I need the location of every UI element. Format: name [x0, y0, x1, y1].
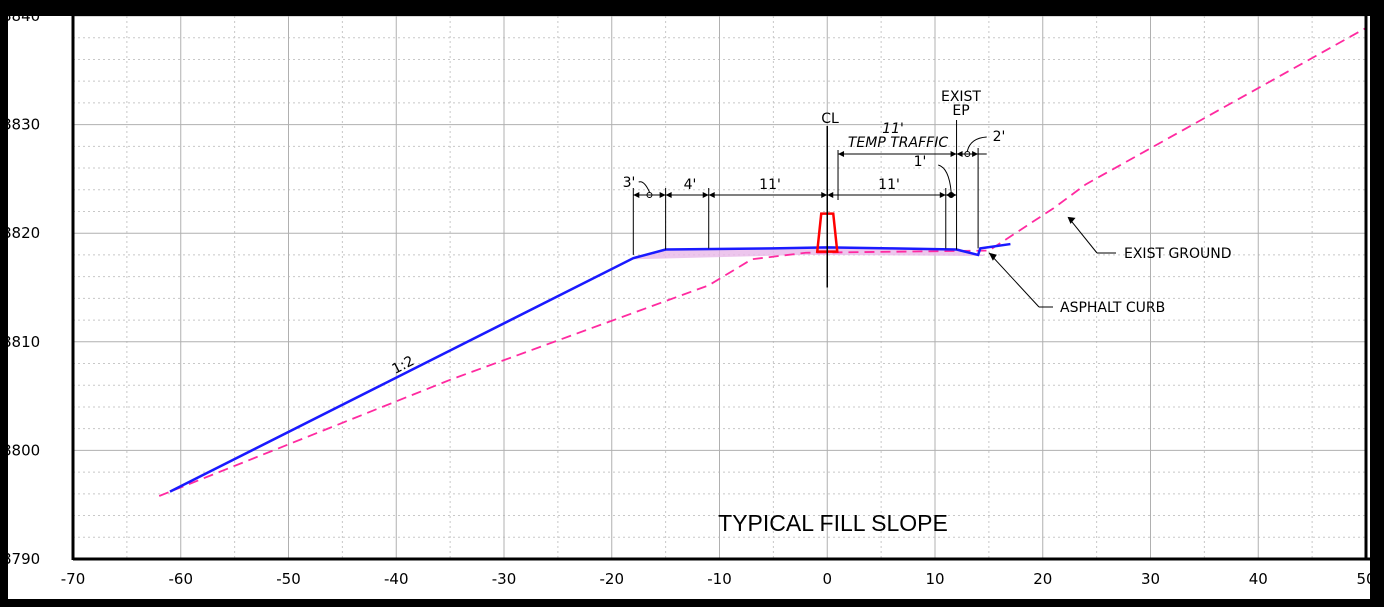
x-tick-label: 10	[925, 570, 944, 588]
dimension-arrowhead	[665, 192, 672, 198]
x-tick-label: 40	[1249, 570, 1268, 588]
dimension-arrowhead	[827, 192, 834, 198]
x-tick-label: -30	[492, 570, 517, 588]
exist-ground-label: EXIST GROUND	[1124, 246, 1232, 262]
leader-lines	[638, 136, 1116, 308]
drawing-background	[4, 0, 1370, 599]
y-tick-label: 8830	[2, 116, 40, 134]
dim-label-3ft: 3'	[623, 175, 636, 191]
dimension-arrowhead	[708, 192, 715, 198]
dim-label-4ft: 4'	[684, 177, 697, 193]
y-tick-label: 8790	[2, 550, 40, 568]
asphalt-curb-label: ASPHALT CURB	[1060, 300, 1165, 316]
x-tick-label: -40	[384, 570, 409, 588]
x-tick-label: 50	[1356, 570, 1375, 588]
centerline-label: CL	[821, 111, 839, 127]
leader-line-3ft	[638, 181, 650, 193]
frame-right	[1371, 0, 1384, 607]
dimension-arrowhead	[972, 151, 979, 157]
dimension-lines	[632, 120, 987, 288]
asphalt-curb-arrowhead	[988, 252, 997, 261]
dimension-arrowhead	[956, 151, 963, 157]
proposed-section-line	[169, 242, 1011, 493]
dimension-arrowhead	[633, 192, 640, 198]
x-axis-ticks: -70 -60 -50 -40 -30 -20 -10 0 10 20 30 40 50	[61, 570, 1376, 588]
dimension-arrowhead	[821, 192, 828, 198]
x-tick-label: -10	[707, 570, 732, 588]
x-tick-label: -70	[61, 570, 86, 588]
dim-label-1ft: 1'	[914, 154, 927, 170]
exist-ground-line	[158, 27, 1367, 497]
x-tick-label: 0	[822, 570, 832, 588]
dimension-arrowhead	[950, 151, 957, 157]
leader-marker	[646, 192, 653, 198]
x-tick-label: -50	[276, 570, 301, 588]
y-tick-label: 8800	[2, 441, 40, 459]
proposed-section-profile	[169, 242, 1011, 493]
leader-line-1ft	[938, 164, 952, 193]
dimension-arrowhead	[659, 192, 666, 198]
dim-label-11ft-left: 11'	[759, 177, 781, 193]
y-axis-ticks: 879088008810882088308840	[2, 7, 40, 568]
x-tick-label: 30	[1141, 570, 1160, 588]
drawing-title: TYPICAL FILL SLOPE	[718, 510, 948, 536]
ep-label: EP	[952, 103, 969, 119]
dimension-arrowhead	[838, 151, 845, 157]
y-tick-label: 8820	[2, 224, 40, 242]
temp-traffic-label: TEMP TRAFFIC	[848, 135, 948, 151]
dim-label-11ft-right: 11'	[878, 177, 900, 193]
leader-marker	[964, 151, 971, 157]
exist-ground-leader	[1069, 218, 1098, 254]
y-tick-label: 8810	[2, 333, 40, 351]
dimension-arrowhead	[702, 192, 709, 198]
leader-line-2ft	[966, 136, 987, 152]
leader-marker	[948, 192, 955, 198]
dimension-arrowhead	[939, 192, 946, 198]
temporary-barrier	[815, 212, 839, 253]
temp-traffic-width-label: 11'	[882, 121, 904, 137]
exist-label: EXIST	[941, 89, 981, 105]
asphalt-curb-leader	[988, 252, 1040, 308]
frame-top	[0, 0, 1384, 16]
dim-label-2ft: 2'	[993, 129, 1006, 145]
frame-left	[0, 0, 8, 607]
exist-ground-profile	[158, 27, 1367, 497]
x-tick-label: -20	[600, 570, 625, 588]
exist-ground-arrowhead	[1067, 216, 1076, 224]
barrier-outline	[815, 212, 839, 253]
frame-bottom	[0, 599, 1384, 607]
x-tick-label: 20	[1033, 570, 1052, 588]
x-tick-label: -60	[169, 570, 194, 588]
